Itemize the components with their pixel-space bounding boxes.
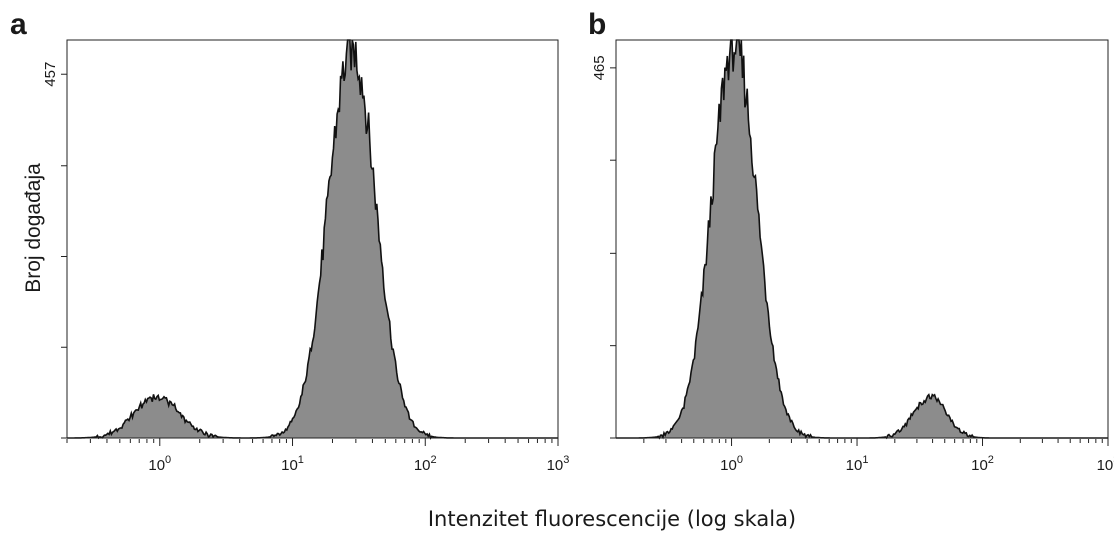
x-tick-label: 100 — [720, 454, 743, 474]
plot-frame — [66, 39, 559, 439]
plot-area-b: 465 100 101 102 103 — [591, 39, 1114, 474]
x-tick-label: 102 — [414, 454, 437, 474]
y-max-label: 465 — [591, 55, 608, 80]
histogram-area — [616, 40, 1108, 438]
panel-letter-a: a — [10, 8, 27, 41]
y-axis-label: Broj događaja — [22, 163, 45, 293]
x-axis-title: Intenzitet fluorescencije (log skala) — [428, 507, 796, 531]
x-tick-label: 102 — [971, 454, 994, 474]
panel-a: a Broj događaja 457 100 101 102 103 — [10, 8, 569, 474]
plot-area-a: 457 100 101 102 103 — [42, 39, 570, 474]
x-tick-label: 100 — [148, 454, 171, 474]
x-tick-label: 103 — [547, 454, 570, 474]
panel-b: b 465 100 101 102 103 — [588, 8, 1114, 474]
x-tick-label: 101 — [846, 454, 869, 474]
plot-frame — [615, 39, 1109, 439]
x-tick-label: 103 — [1097, 454, 1114, 474]
panel-letter-b: b — [588, 8, 606, 41]
y-max-label: 457 — [42, 62, 59, 87]
histogram-area — [67, 40, 558, 438]
histogram-outline — [616, 39, 1108, 440]
x-tick-label: 101 — [281, 454, 304, 474]
